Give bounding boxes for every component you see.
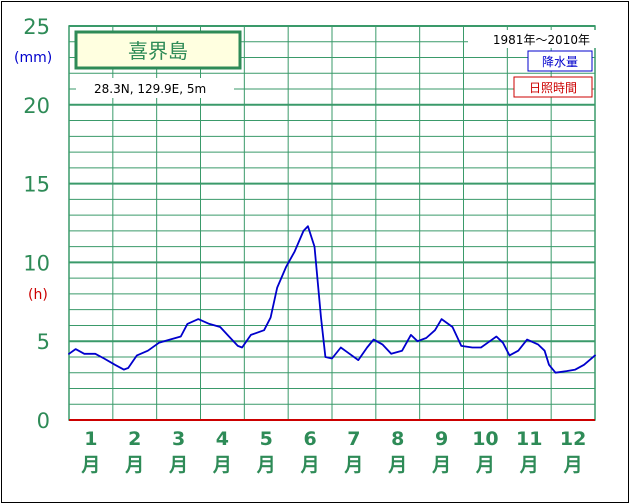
x-tick-unit: 月	[168, 454, 188, 476]
y-tick-labels: 0 5 10 15 20 25	[23, 15, 50, 433]
legend-sunshine-label: 日照時間	[529, 81, 577, 95]
y-tick-label: 15	[23, 173, 50, 197]
y-tick-label: 25	[23, 15, 50, 39]
x-tick-label: 1	[84, 428, 97, 450]
x-tick-label: 11	[516, 428, 542, 450]
x-tick-label: 6	[303, 428, 316, 450]
series-line-precipitation	[68, 225, 596, 374]
x-tick-unit: 月	[80, 454, 100, 476]
x-tick-label: 4	[216, 428, 229, 450]
sunshine-unit-label: (h)	[28, 287, 48, 303]
x-tick-unit: 月	[343, 454, 363, 476]
x-tick-label: 5	[260, 428, 273, 450]
x-tick-unit: 月	[124, 454, 144, 476]
station-name-box	[74, 30, 242, 70]
x-tick-unit: 月	[212, 454, 232, 476]
legend-precip-box	[527, 50, 593, 72]
grid-lines	[69, 25, 595, 420]
x-tick-label: 10	[472, 428, 498, 450]
precip-unit-label: (mm)	[14, 50, 52, 66]
x-tick-label: 7	[347, 428, 360, 450]
y-tick-label: 0	[37, 409, 50, 433]
axes	[68, 25, 596, 421]
legend-precip-label: 降水量	[542, 55, 578, 69]
x-tick-label: 3	[172, 428, 185, 450]
period-box	[468, 30, 596, 48]
y-tick-label: 10	[23, 251, 50, 275]
location-box	[76, 78, 234, 98]
x-tick-unit: 月	[431, 454, 451, 476]
x-tick-label: 12	[560, 428, 586, 450]
x-tick-unit: 月	[519, 454, 539, 476]
x-tick-unit: 月	[256, 454, 276, 476]
y-tick-label: 20	[23, 94, 50, 118]
legend-sunshine-box	[513, 76, 593, 98]
y-tick-label: 5	[37, 330, 50, 354]
x-tick-unit: 月	[387, 454, 407, 476]
x-tick-labels: 1 月 2 月 3 月 4 月 5 月 6 月 7 月 8 月 9 月 10 月 11 月 12 月	[80, 428, 586, 476]
x-tick-label: 8	[391, 428, 404, 450]
station-name: 喜界島	[128, 39, 188, 63]
period-label: 1981年～2010年	[493, 33, 590, 47]
series-layer	[68, 225, 596, 374]
x-tick-unit: 月	[563, 454, 583, 476]
x-tick-label: 2	[128, 428, 141, 450]
x-tick-label: 9	[435, 428, 448, 450]
x-tick-unit: 月	[475, 454, 495, 476]
station-location: 28.3N, 129.9E, 5m	[94, 82, 206, 96]
x-tick-unit: 月	[300, 454, 320, 476]
